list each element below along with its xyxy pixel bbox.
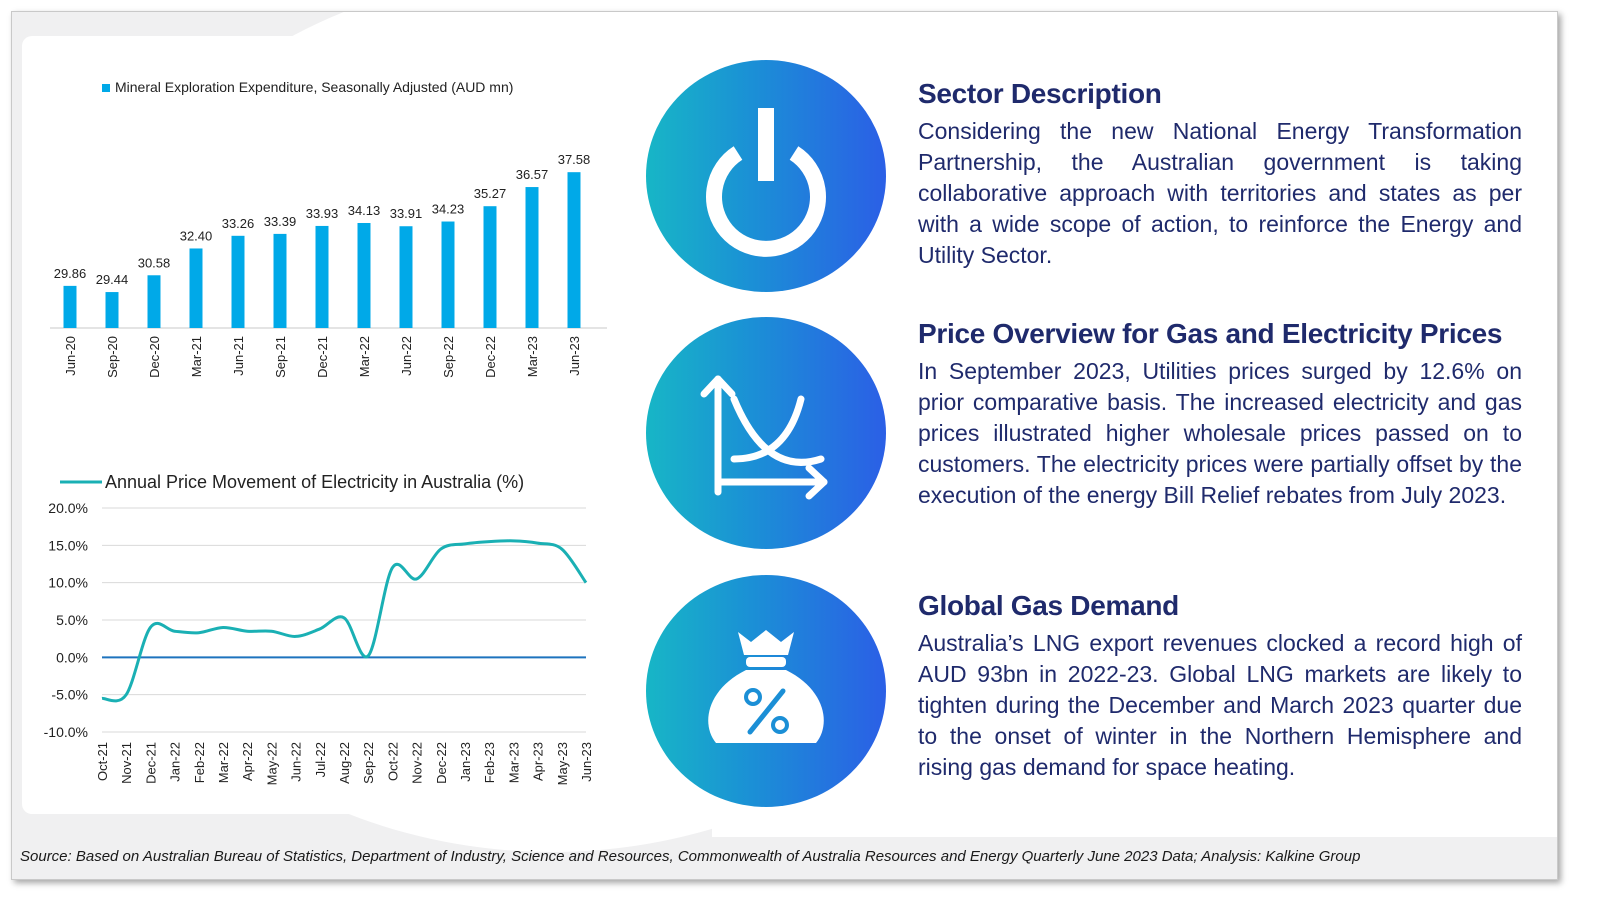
bar bbox=[63, 285, 77, 328]
section-text: In September 2023, Utilities prices surg… bbox=[918, 358, 1522, 508]
bar-category-label: Jun-20 bbox=[63, 336, 78, 376]
section-title: Price Overview for Gas and Electricity P… bbox=[918, 318, 1503, 349]
bar-value-label: 37.58 bbox=[558, 152, 591, 167]
y-tick-label: 20.0% bbox=[48, 500, 88, 516]
y-tick-label: -5.0% bbox=[51, 687, 88, 703]
x-tick-label: Apr-22 bbox=[240, 742, 255, 781]
bar-category-label: Mar-23 bbox=[525, 336, 540, 377]
x-tick-label: Jun-23 bbox=[579, 742, 594, 782]
charts-canvas: Mineral Exploration Expenditure, Seasona… bbox=[44, 79, 607, 785]
bar-category-label: Dec-22 bbox=[483, 336, 498, 378]
bar-legend-swatch bbox=[102, 84, 110, 92]
x-tick-label: Mar-22 bbox=[216, 742, 231, 783]
section-sector-description: Sector Description Considering the new N… bbox=[918, 78, 1522, 271]
x-tick-label: Dec-22 bbox=[434, 742, 449, 784]
y-tick-label: 0.0% bbox=[56, 649, 88, 665]
bar-value-label: 34.23 bbox=[432, 202, 465, 217]
x-tick-label: Aug-22 bbox=[337, 742, 352, 784]
x-tick-label: May-22 bbox=[264, 742, 279, 785]
money-bag-icon-circle bbox=[646, 575, 886, 807]
bar bbox=[105, 292, 119, 328]
bar bbox=[525, 187, 539, 328]
bar-category-label: Sep-21 bbox=[273, 336, 288, 378]
bar bbox=[231, 235, 245, 328]
bar-value-label: 33.91 bbox=[390, 206, 423, 221]
bar-value-label: 33.93 bbox=[306, 206, 339, 221]
bar-legend-label: Mineral Exploration Expenditure, Seasona… bbox=[115, 79, 513, 95]
x-tick-label: Nov-22 bbox=[410, 742, 425, 784]
x-tick-label: May-23 bbox=[555, 742, 570, 785]
bar-category-label: Sep-22 bbox=[441, 336, 456, 378]
x-tick-label: Nov-21 bbox=[119, 742, 134, 784]
x-tick-label: Sep-22 bbox=[361, 742, 376, 784]
bar-value-label: 34.13 bbox=[348, 203, 381, 218]
x-tick-label: Apr-23 bbox=[531, 742, 546, 781]
x-tick-label: Feb-22 bbox=[192, 742, 207, 783]
x-tick-label: Jul-22 bbox=[313, 742, 328, 777]
bar bbox=[189, 248, 203, 328]
bar bbox=[483, 206, 497, 328]
bar-category-label: Mar-21 bbox=[189, 336, 204, 377]
x-tick-label: Feb-23 bbox=[482, 742, 497, 783]
bar-category-label: Dec-21 bbox=[315, 336, 330, 378]
bar bbox=[147, 275, 161, 328]
bar bbox=[357, 222, 371, 328]
section-title: Sector Description bbox=[918, 78, 1162, 109]
line-legend-label: Annual Price Movement of Electricity in … bbox=[105, 472, 524, 492]
x-tick-label: Oct-22 bbox=[385, 742, 400, 781]
bar bbox=[567, 172, 581, 328]
bar-chart: 29.86 Jun-20 29.44 Sep-20 30.58 Dec-20 32.40 Ma… bbox=[50, 152, 607, 378]
source-footnote: Source: Based on Australian Bureau of St… bbox=[20, 848, 1361, 865]
section-global-gas-demand: Global Gas Demand Australia’s LNG export… bbox=[918, 590, 1522, 783]
x-tick-label: Dec-21 bbox=[143, 742, 158, 784]
x-tick-label: Mar-23 bbox=[506, 742, 521, 783]
power-icon-circle bbox=[646, 60, 886, 292]
x-tick-label: Oct-21 bbox=[95, 742, 110, 781]
y-tick-label: 10.0% bbox=[48, 575, 88, 591]
bar bbox=[273, 233, 287, 328]
bar-category-label: Jun-21 bbox=[231, 336, 246, 376]
bar bbox=[315, 225, 329, 328]
bar-value-label: 33.39 bbox=[264, 214, 297, 229]
price-chart-icon-circle bbox=[646, 317, 886, 549]
section-text: Considering the new National Energy Tran… bbox=[918, 118, 1522, 268]
bar-category-label: Mar-22 bbox=[357, 336, 372, 377]
section-price-overview: Price Overview for Gas and Electricity P… bbox=[918, 318, 1522, 511]
infographic-frame: Mineral Exploration Expenditure, Seasona… bbox=[11, 11, 1558, 880]
bar-category-label: Jun-22 bbox=[399, 336, 414, 376]
bar bbox=[441, 221, 455, 328]
bar-category-label: Dec-20 bbox=[147, 336, 162, 378]
bar-category-label: Jun-23 bbox=[567, 336, 582, 376]
section-title: Global Gas Demand bbox=[918, 590, 1179, 621]
money-bag-percent-icon bbox=[708, 630, 824, 743]
bar bbox=[399, 226, 413, 328]
y-tick-label: 5.0% bbox=[56, 612, 88, 628]
chart-panel: Mineral Exploration Expenditure, Seasona… bbox=[22, 36, 625, 814]
bar-value-label: 30.58 bbox=[138, 255, 171, 270]
x-tick-label: Jun-22 bbox=[289, 742, 304, 782]
bar-value-label: 32.40 bbox=[180, 228, 213, 243]
bar-value-label: 33.26 bbox=[222, 216, 255, 231]
bar-value-label: 35.27 bbox=[474, 186, 507, 201]
y-tick-label: 15.0% bbox=[48, 537, 88, 553]
power-icon bbox=[706, 108, 826, 257]
bar-value-label: 29.86 bbox=[54, 266, 87, 281]
bar-category-label: Sep-20 bbox=[105, 336, 120, 378]
section-text: Australia’s LNG export revenues clocked … bbox=[918, 630, 1522, 780]
line-series bbox=[101, 539, 588, 703]
bar-value-label: 36.57 bbox=[516, 167, 549, 182]
x-tick-label: Jan-23 bbox=[458, 742, 473, 782]
price-chart-icon bbox=[700, 375, 828, 500]
x-tick-label: Jan-22 bbox=[168, 742, 183, 782]
bar-value-label: 29.44 bbox=[96, 272, 129, 287]
y-tick-label: -10.0% bbox=[44, 724, 88, 740]
line-chart: 20.0% 15.0% 10.0% 5.0% 0.0% -5.0% -10.0% Oct-21… bbox=[44, 500, 594, 785]
